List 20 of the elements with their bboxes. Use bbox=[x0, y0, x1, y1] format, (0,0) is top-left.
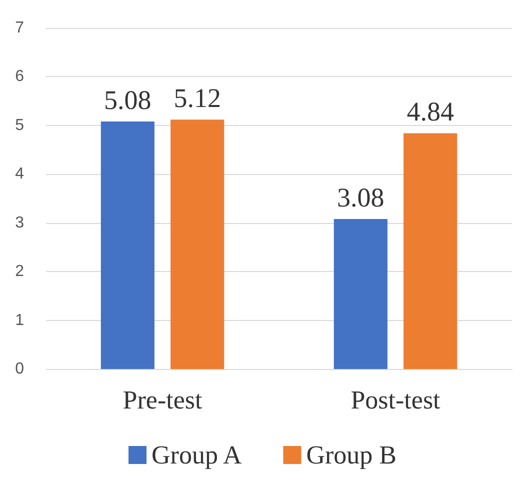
bar bbox=[100, 122, 154, 369]
data-label: 3.08 bbox=[337, 182, 384, 212]
x-tick-label: Post-test bbox=[350, 386, 442, 414]
legend-label: Group B bbox=[306, 440, 396, 470]
data-label: 5.12 bbox=[174, 83, 221, 114]
bar bbox=[404, 133, 458, 369]
y-tick-label: 4 bbox=[15, 166, 24, 183]
y-tick-label: 2 bbox=[15, 263, 24, 280]
y-tick-label: 0 bbox=[15, 360, 24, 378]
bar bbox=[334, 218, 388, 369]
y-tick-label: 3 bbox=[15, 214, 24, 232]
y-tick-label: 5 bbox=[15, 116, 24, 134]
y-tick-label: 6 bbox=[15, 68, 24, 86]
x-tick-label: Pre-test bbox=[122, 386, 203, 414]
y-tick-label: 1 bbox=[15, 312, 24, 329]
bar bbox=[170, 120, 224, 369]
data-label: 4.84 bbox=[406, 96, 454, 127]
y-tick-label: 7 bbox=[15, 20, 24, 36]
data-label: 5.08 bbox=[104, 85, 152, 116]
legend-label: Group A bbox=[152, 440, 242, 470]
